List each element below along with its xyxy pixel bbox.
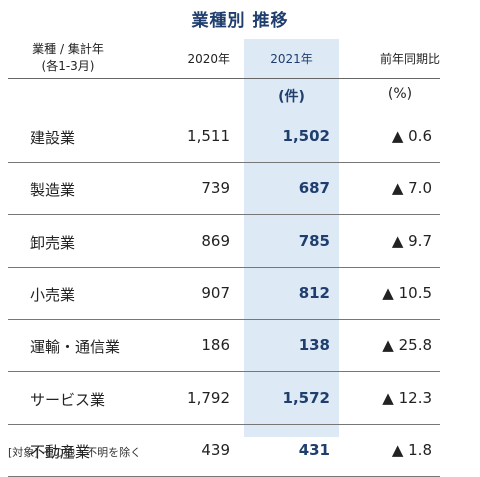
row-category: 運輸・通信業 bbox=[30, 338, 121, 357]
row-yoy: ▲ 0.6 bbox=[391, 127, 432, 145]
row-value-2021: 431 bbox=[298, 440, 330, 459]
table-row: サービス業 1,792 1,572 ▲ 12.3 bbox=[0, 373, 480, 425]
header-2021: 2021年 bbox=[270, 52, 313, 66]
row-divider bbox=[8, 266, 440, 268]
page-title: 業種別 推移 bbox=[191, 11, 289, 31]
row-yoy: ▲ 1.8 bbox=[391, 440, 432, 459]
row-yoy: ▲ 9.7 bbox=[391, 231, 432, 250]
row-category: サービス業 bbox=[30, 390, 106, 409]
row-value-2021: 1,502 bbox=[282, 127, 330, 145]
row-value-2021: 812 bbox=[298, 283, 330, 302]
row-category: 製造業 bbox=[30, 181, 76, 200]
row-yoy: ▲ 12.3 bbox=[382, 388, 432, 407]
header-2020: 2020年 bbox=[187, 52, 230, 66]
table-row: 卸売業 869 785 ▲ 9.7 bbox=[0, 216, 480, 268]
row-yoy: ▲ 7.0 bbox=[391, 179, 432, 198]
row-divider bbox=[8, 371, 440, 373]
row-value-2021: 687 bbox=[298, 179, 330, 198]
header-divider bbox=[8, 78, 440, 79]
row-category: 卸売業 bbox=[30, 233, 76, 252]
row-value-2020: 907 bbox=[201, 283, 230, 302]
row-value-2020: 739 bbox=[201, 179, 230, 198]
row-divider bbox=[8, 423, 440, 425]
header-yoy: 前年同期比 bbox=[379, 52, 440, 66]
unit-percent: (%) bbox=[387, 86, 413, 102]
row-category: 不動産業 bbox=[30, 442, 91, 461]
footnote: [対象] その他・不明を除く bbox=[8, 446, 142, 459]
row-divider bbox=[8, 214, 440, 216]
header-category-line2: (各1-3月) bbox=[41, 59, 95, 73]
highlight-column-2021 bbox=[244, 39, 339, 437]
row-category: 建設業 bbox=[30, 129, 76, 147]
header-category-line1: 業種 / 集計年 bbox=[32, 42, 104, 56]
row-yoy: ▲ 10.5 bbox=[382, 283, 432, 302]
row-yoy: ▲ 25.8 bbox=[382, 336, 432, 355]
table-row: 小売業 907 812 ▲ 10.5 bbox=[0, 268, 480, 320]
row-value-2021: 1,572 bbox=[282, 388, 330, 407]
row-category: 小売業 bbox=[30, 285, 76, 304]
unit-count: (件) bbox=[278, 89, 305, 105]
row-value-2021: 785 bbox=[298, 231, 330, 250]
row-value-2020: 869 bbox=[201, 231, 230, 250]
row-value-2020: 1,792 bbox=[187, 388, 230, 407]
row-divider bbox=[8, 318, 440, 320]
table-row: 運輸・通信業 186 138 ▲ 25.8 bbox=[0, 320, 480, 373]
row-value-2020: 1,511 bbox=[187, 127, 230, 145]
table-row: 建設業 1,511 1,502 ▲ 0.6 bbox=[0, 111, 480, 163]
row-divider bbox=[8, 162, 440, 163]
row-value-2020: 439 bbox=[201, 440, 230, 459]
table-row: 製造業 739 687 ▲ 7.0 bbox=[0, 163, 480, 216]
header-category: 業種 / 集計年 (各1-3月) bbox=[8, 41, 128, 75]
row-value-2021: 138 bbox=[298, 336, 330, 355]
row-value-2020: 186 bbox=[201, 336, 230, 355]
